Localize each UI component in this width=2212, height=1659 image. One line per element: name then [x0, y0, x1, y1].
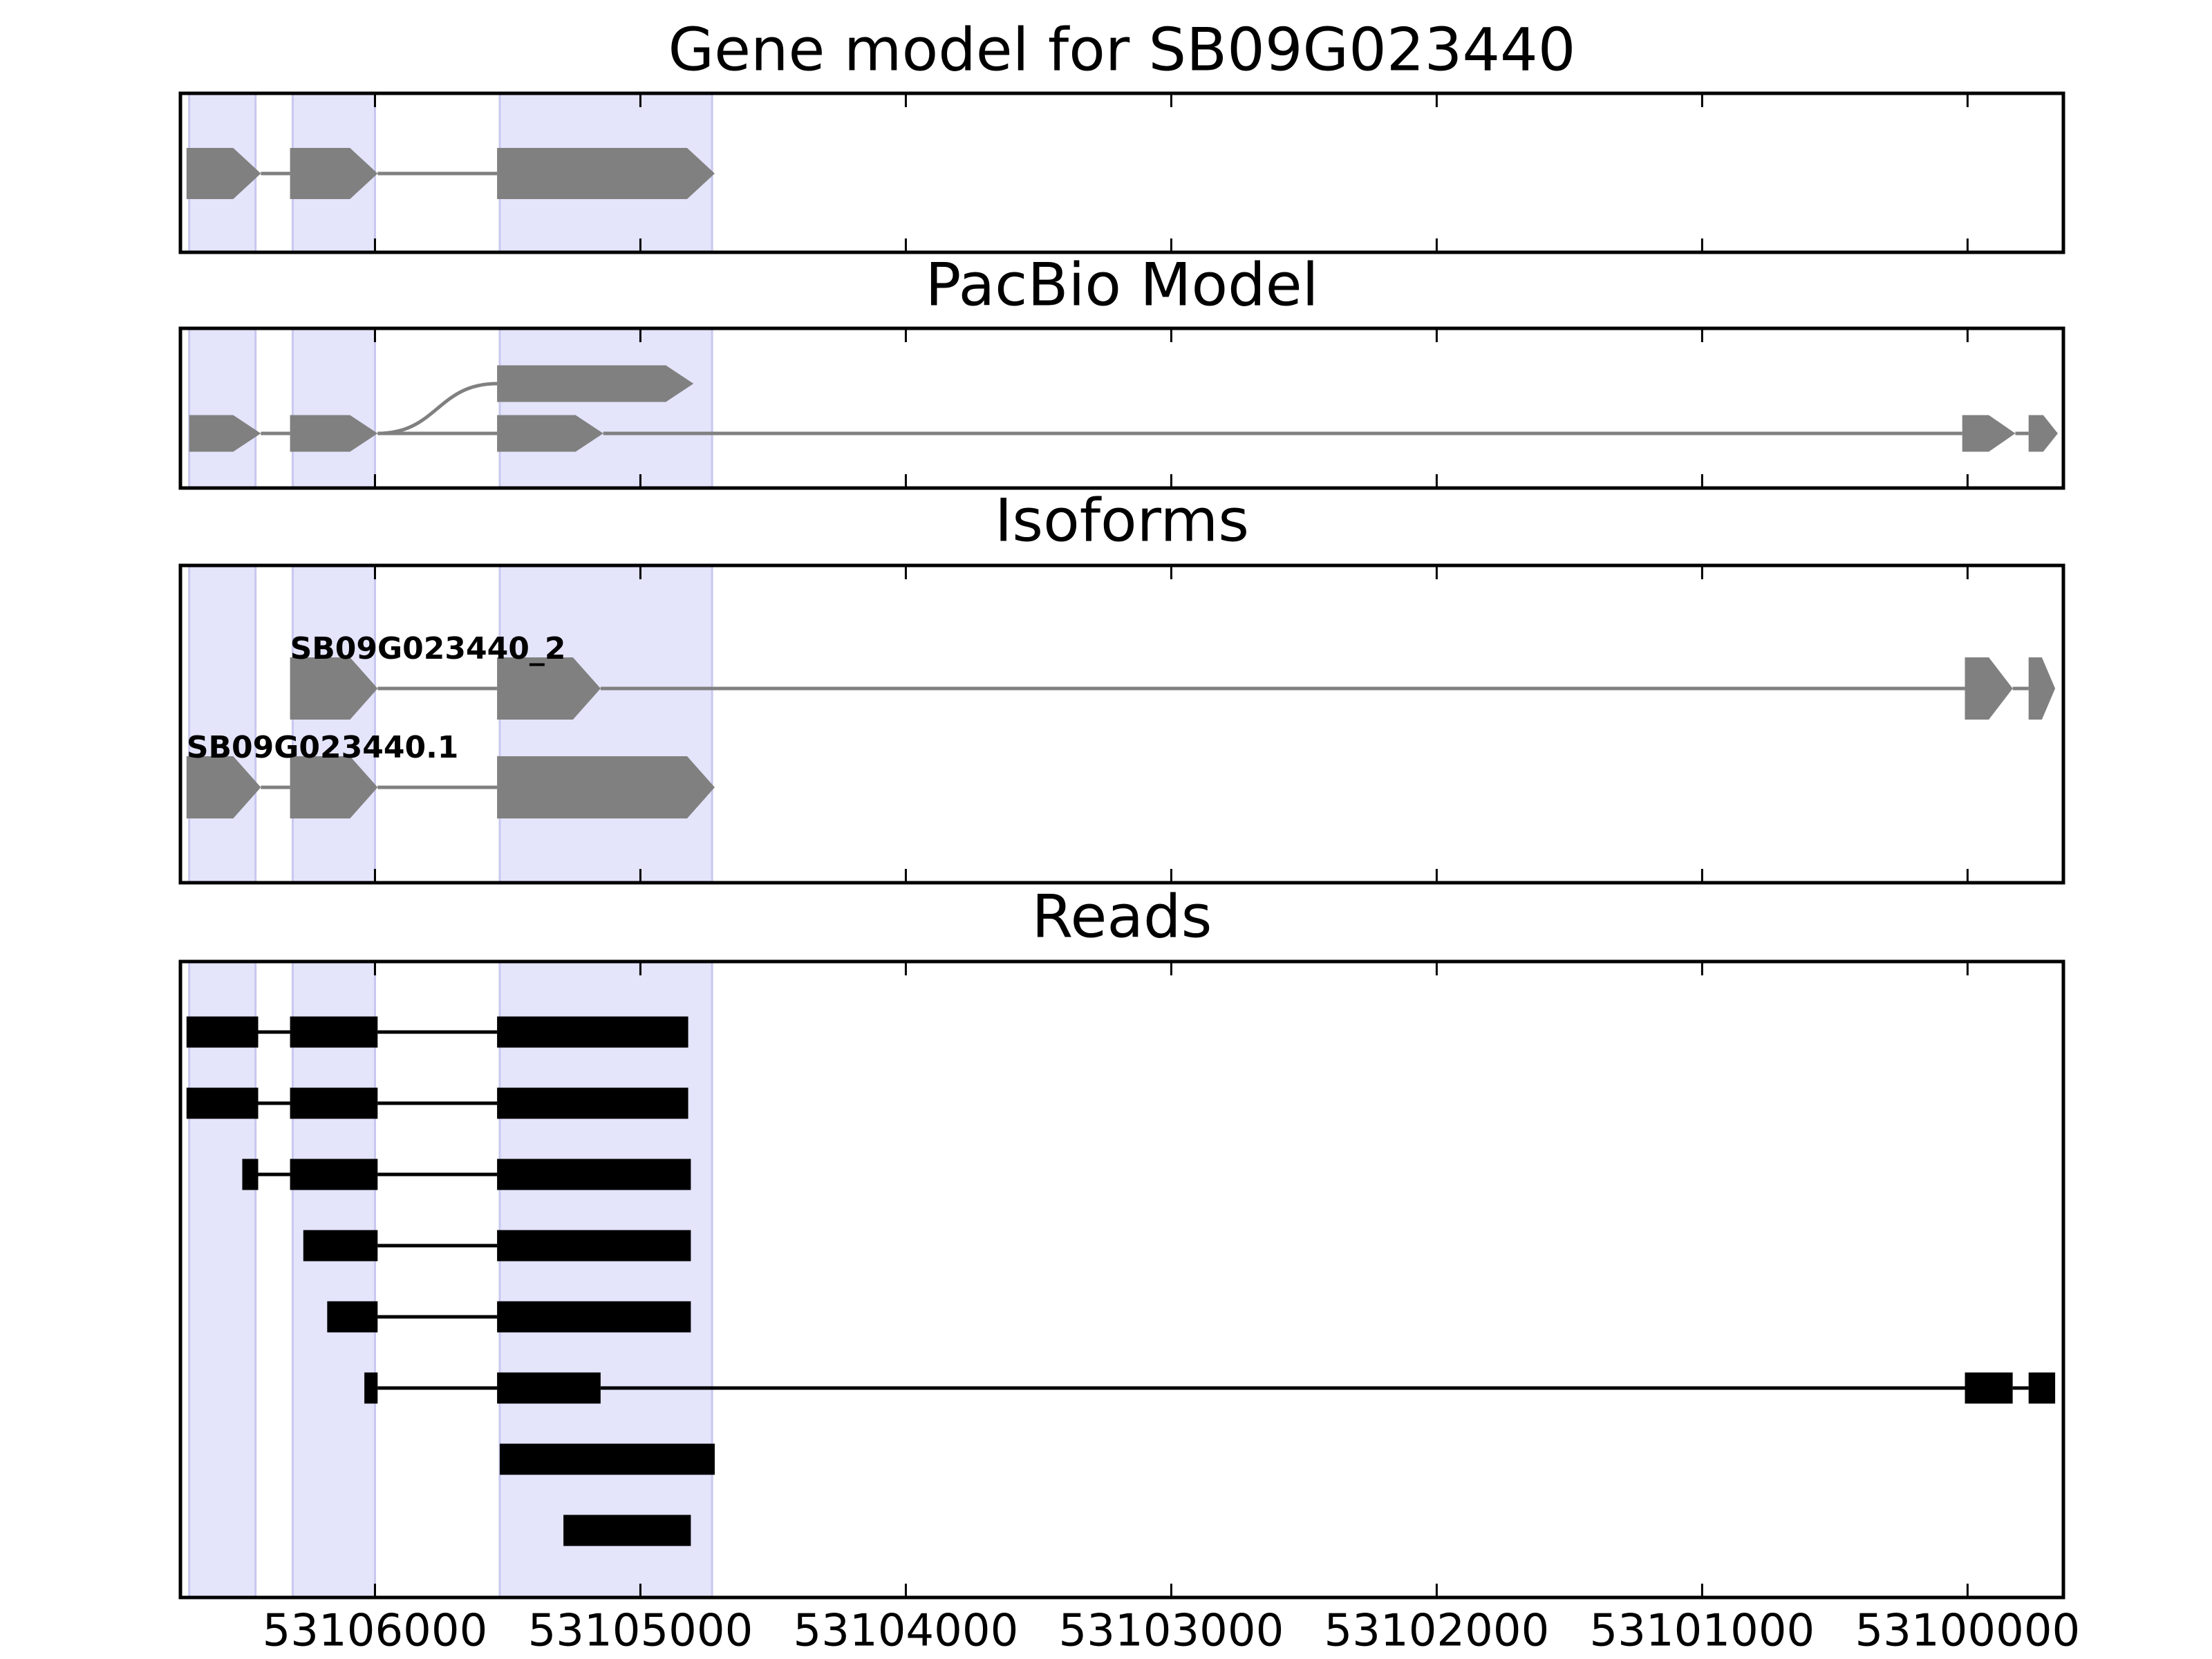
- panel-frame: [178, 91, 2065, 254]
- read-block: [303, 1230, 378, 1262]
- panel-title: Gene model for SB09G023440: [668, 15, 1576, 84]
- exon-region: [291, 564, 376, 884]
- exon-region: [498, 960, 713, 1599]
- exon: [497, 657, 601, 720]
- read-block: [497, 1087, 688, 1119]
- exon-region: [498, 327, 713, 489]
- panel-title: PacBio Model: [925, 250, 1318, 319]
- x-tick-label: 53105000: [528, 1606, 753, 1657]
- exon: [186, 756, 261, 818]
- read-block: [186, 1016, 259, 1048]
- read-block: [2028, 1372, 2056, 1404]
- exon-region: [188, 960, 257, 1599]
- exon-region: [498, 564, 713, 884]
- exon: [2028, 415, 2058, 452]
- panel-frame: [178, 563, 2065, 885]
- read-block: [497, 1016, 688, 1048]
- exon: [497, 756, 715, 818]
- exon: [186, 148, 261, 199]
- read-block: [290, 1159, 378, 1190]
- read-block: [242, 1159, 259, 1190]
- panel-title: Reads: [1032, 882, 1212, 951]
- panel-frame: [178, 326, 2065, 490]
- x-tick-label: 53101000: [1590, 1606, 1815, 1657]
- read-block: [497, 1159, 691, 1190]
- exon: [497, 148, 715, 199]
- x-tick-label: 53106000: [263, 1606, 488, 1657]
- read-block: [499, 1443, 715, 1475]
- exon-region: [188, 327, 257, 489]
- exon: [1965, 657, 2013, 720]
- branch-connector: [377, 382, 498, 435]
- x-tick-label: 53103000: [1059, 1606, 1284, 1657]
- panel-frame: [178, 959, 2065, 1600]
- exon: [290, 415, 378, 452]
- panel-title: Isoforms: [995, 486, 1249, 555]
- read-block: [1965, 1372, 2013, 1404]
- exon-region: [291, 327, 376, 489]
- read-block: [497, 1230, 691, 1262]
- exon-region: [188, 564, 257, 884]
- exon: [497, 365, 694, 402]
- read-block: [327, 1301, 378, 1333]
- read-block: [290, 1016, 378, 1048]
- x-tick-label: 53104000: [794, 1606, 1019, 1657]
- exon: [1962, 415, 2016, 452]
- read-block: [364, 1372, 378, 1404]
- x-tick-label: 53100000: [1855, 1606, 2081, 1657]
- exon: [290, 148, 378, 199]
- isoform-label: SB09G023440_2: [290, 631, 566, 666]
- exon: [290, 756, 378, 818]
- x-tick-label: 53102000: [1324, 1606, 1550, 1657]
- read-block: [290, 1087, 378, 1119]
- exon: [189, 415, 261, 452]
- read-block: [497, 1301, 691, 1333]
- read-block: [497, 1372, 601, 1404]
- read-block: [186, 1087, 259, 1119]
- exon: [497, 415, 603, 452]
- read-block: [563, 1515, 691, 1546]
- exon: [2028, 657, 2056, 720]
- exon-region: [291, 960, 376, 1599]
- exon: [290, 657, 378, 720]
- isoform-label: SB09G023440.1: [187, 730, 459, 765]
